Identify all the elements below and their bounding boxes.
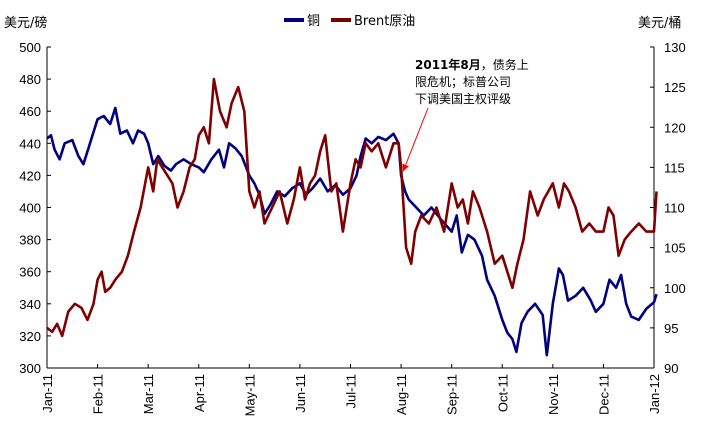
left-tick-label-5: 400: [19, 201, 41, 216]
left-tick-label-1: 320: [19, 329, 41, 344]
left-tick-label-2: 340: [19, 297, 41, 312]
right-tick-label-6: 120: [664, 120, 686, 135]
x-tick-label-2: Mar-11: [141, 374, 156, 414]
right-tick-label-0: 90: [664, 361, 678, 376]
x-tick-label-1: Feb-11: [91, 374, 106, 414]
legend-label-copper: 铜: [307, 14, 320, 29]
left-tick-label-4: 380: [19, 233, 41, 248]
left-tick-label-6: 420: [19, 168, 41, 183]
left-tick-label-8: 460: [19, 104, 41, 119]
plot-area: [46, 47, 655, 369]
left-axis-ticks: 300 320 340 360 380 400 420 440 460 480 500: [19, 40, 51, 376]
x-tick-label-4: May-11: [242, 374, 257, 416]
annotation-line-1-rest: ，债务上: [481, 57, 529, 72]
left-axis-unit: 美元/磅: [4, 15, 47, 31]
legend-label-brent: Brent原油: [354, 14, 415, 29]
x-tick-label-6: Jul-11: [344, 374, 359, 408]
x-tick-label-12: Jan-12: [647, 374, 662, 414]
x-tick-label-5: Jun-11: [293, 374, 308, 413]
annotation-date: 2011年8月: [415, 57, 481, 72]
right-axis-ticks: 90 95 100 105 110 115 120 125 130: [650, 40, 686, 376]
series-layer: [46, 77, 658, 357]
annotation-line-2: 限危机；标普公司: [415, 75, 511, 89]
x-tick-label-9: Oct-11: [495, 374, 510, 412]
annotation-line-1: 2011年8月，债务上: [415, 57, 529, 72]
left-tick-label-3: 360: [19, 265, 41, 280]
left-tick-label-7: 440: [19, 136, 41, 151]
right-tick-label-4: 110: [664, 201, 685, 216]
annotation-line-3: 下调美国主权评级: [415, 92, 511, 106]
annotation: 2011年8月，债务上 限危机；标普公司 下调美国主权评级: [402, 57, 529, 172]
x-tick-label-0: Jan-11: [40, 374, 55, 413]
right-tick-label-5: 115: [664, 160, 685, 175]
right-tick-label-3: 105: [664, 241, 686, 256]
x-tick-label-11: Dec-11: [596, 374, 611, 415]
right-tick-label-7: 125: [664, 80, 686, 95]
series-line-copper: [46, 106, 658, 357]
series-line-brent: [46, 77, 658, 338]
right-tick-label-2: 100: [664, 281, 686, 296]
x-tick-label-8: Sep-11: [445, 374, 460, 415]
right-axis-unit: 美元/桶: [638, 16, 681, 31]
right-tick-label-1: 95: [664, 321, 678, 336]
right-tick-label-8: 130: [664, 40, 686, 55]
left-tick-label-10: 500: [19, 40, 41, 55]
x-tick-label-7: Aug-11: [394, 374, 409, 415]
annotation-arrow: [402, 107, 429, 172]
legend: 铜 Brent原油: [284, 14, 415, 29]
x-tick-label-10: Nov-11: [546, 374, 561, 415]
x-axis-ticks: Jan-11 Feb-11 Mar-11 Apr-11 May-11 Jun-11 Jul-…: [40, 364, 662, 416]
left-tick-label-9: 480: [19, 72, 41, 87]
annotation-arrowhead: [402, 163, 409, 172]
left-tick-label-0: 300: [19, 361, 41, 376]
x-tick-label-3: Apr-11: [192, 374, 207, 412]
